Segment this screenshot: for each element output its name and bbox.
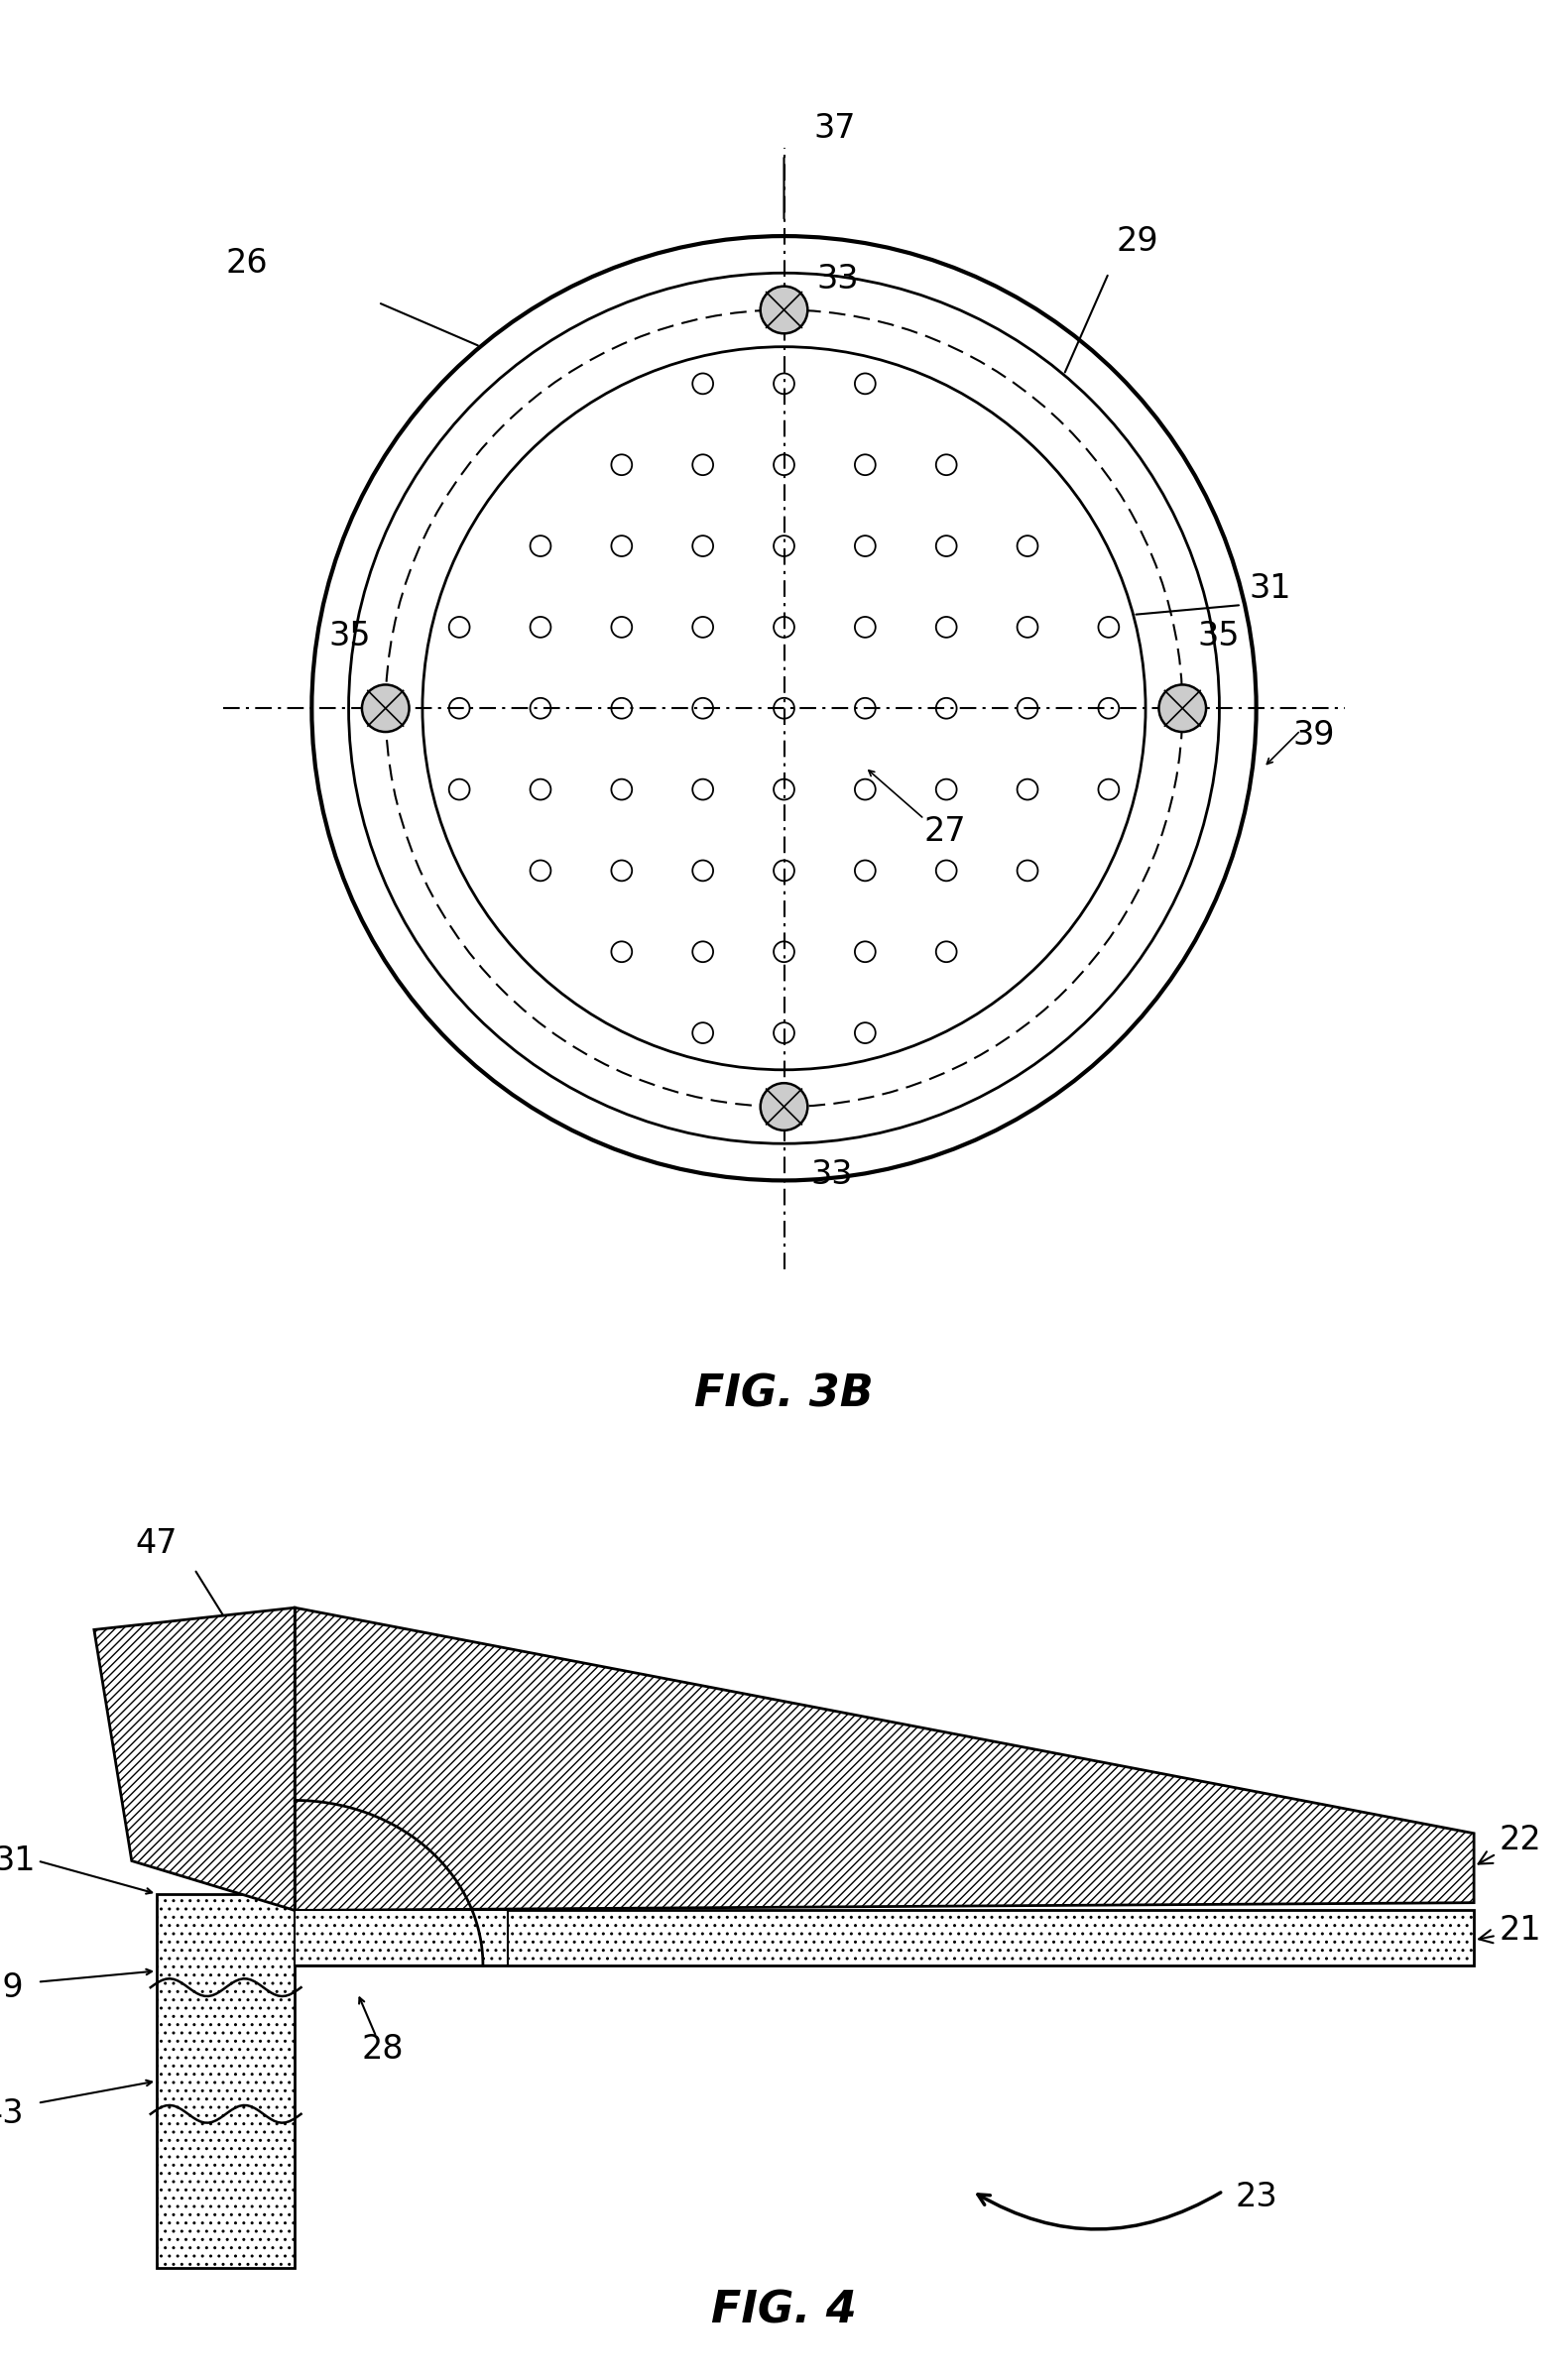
Text: 39: 39 <box>1294 719 1336 752</box>
Polygon shape <box>295 1609 1474 1911</box>
Text: 29: 29 <box>0 1971 24 2004</box>
Circle shape <box>760 1083 808 1130</box>
Text: FIG. 4: FIG. 4 <box>712 2290 856 2332</box>
Text: 33: 33 <box>811 1159 853 1190</box>
Polygon shape <box>157 1894 295 2268</box>
Text: 26: 26 <box>226 248 268 281</box>
Polygon shape <box>295 1911 1474 1966</box>
Text: 37: 37 <box>814 112 856 145</box>
Circle shape <box>1159 685 1206 733</box>
Text: 28: 28 <box>362 2033 403 2066</box>
Text: 35: 35 <box>1198 619 1239 652</box>
Text: 23: 23 <box>1236 2180 1278 2213</box>
Text: 31: 31 <box>1248 571 1290 605</box>
Text: 29: 29 <box>1116 226 1159 257</box>
Text: FIG. 3B: FIG. 3B <box>695 1373 873 1416</box>
Text: 43: 43 <box>0 2097 24 2130</box>
Text: 47: 47 <box>136 1528 177 1559</box>
Text: 27: 27 <box>924 816 966 847</box>
Circle shape <box>760 286 808 333</box>
Text: 31: 31 <box>0 1844 36 1878</box>
Text: 22: 22 <box>1479 1823 1541 1864</box>
Text: 35: 35 <box>329 619 370 652</box>
Text: 21: 21 <box>1479 1914 1541 1947</box>
Polygon shape <box>94 1609 295 1911</box>
Polygon shape <box>295 1894 508 1966</box>
Text: 33: 33 <box>817 262 859 295</box>
Circle shape <box>362 685 409 733</box>
